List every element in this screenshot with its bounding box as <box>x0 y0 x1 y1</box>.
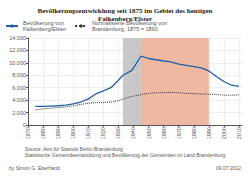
svg-text:Falkenberg/Elster: Falkenberg/Elster <box>98 15 152 23</box>
svg-text:10.000: 10.000 <box>9 60 26 66</box>
svg-text:1970: 1970 <box>176 127 182 139</box>
svg-text:1870: 1870 <box>25 127 31 139</box>
svg-text:1880: 1880 <box>40 127 46 139</box>
svg-text:6.000: 6.000 <box>12 85 26 91</box>
svg-text:1950: 1950 <box>146 127 152 139</box>
svg-text:09.07.2012: 09.07.2012 <box>216 165 241 171</box>
svg-text:1900: 1900 <box>70 127 76 139</box>
svg-text:1980: 1980 <box>191 127 197 139</box>
svg-text:Source: Amt für Statistik Berl: Source: Amt für Statistik Berlin-Branden… <box>24 146 123 152</box>
svg-text:2.000: 2.000 <box>12 110 26 116</box>
svg-text:1910: 1910 <box>85 127 91 139</box>
svg-text:Brandenburg, 1875 = 1890: Brandenburg, 1875 = 1890 <box>92 26 158 32</box>
svg-text:1920: 1920 <box>100 127 106 139</box>
svg-text:Statistische Gemeindeentwicklu: Statistische Gemeindeentwicklung und Bev… <box>25 152 226 158</box>
svg-text:1930: 1930 <box>115 127 121 139</box>
svg-text:1990: 1990 <box>206 127 212 139</box>
svg-text:Falkenberg/Elster: Falkenberg/Elster <box>23 26 66 32</box>
svg-text:2000: 2000 <box>221 127 227 139</box>
svg-text:14.000: 14.000 <box>9 35 26 41</box>
svg-text:by Simon G. Eberhardt: by Simon G. Eberhardt <box>9 165 60 171</box>
svg-text:12.000: 12.000 <box>9 47 26 53</box>
svg-text:1960: 1960 <box>161 127 167 139</box>
svg-text:0: 0 <box>22 122 26 128</box>
svg-text:8.000: 8.000 <box>12 72 26 78</box>
svg-text:2010: 2010 <box>236 127 242 139</box>
svg-text:Bevölkerungsentwicklung seit 1: Bevölkerungsentwicklung seit 1875 im Geb… <box>37 7 212 15</box>
svg-text:4.000: 4.000 <box>12 97 26 103</box>
svg-text:Bevölkerung von: Bevölkerung von <box>23 20 64 26</box>
svg-text:1940: 1940 <box>130 127 136 139</box>
svg-text:1890: 1890 <box>55 127 61 139</box>
